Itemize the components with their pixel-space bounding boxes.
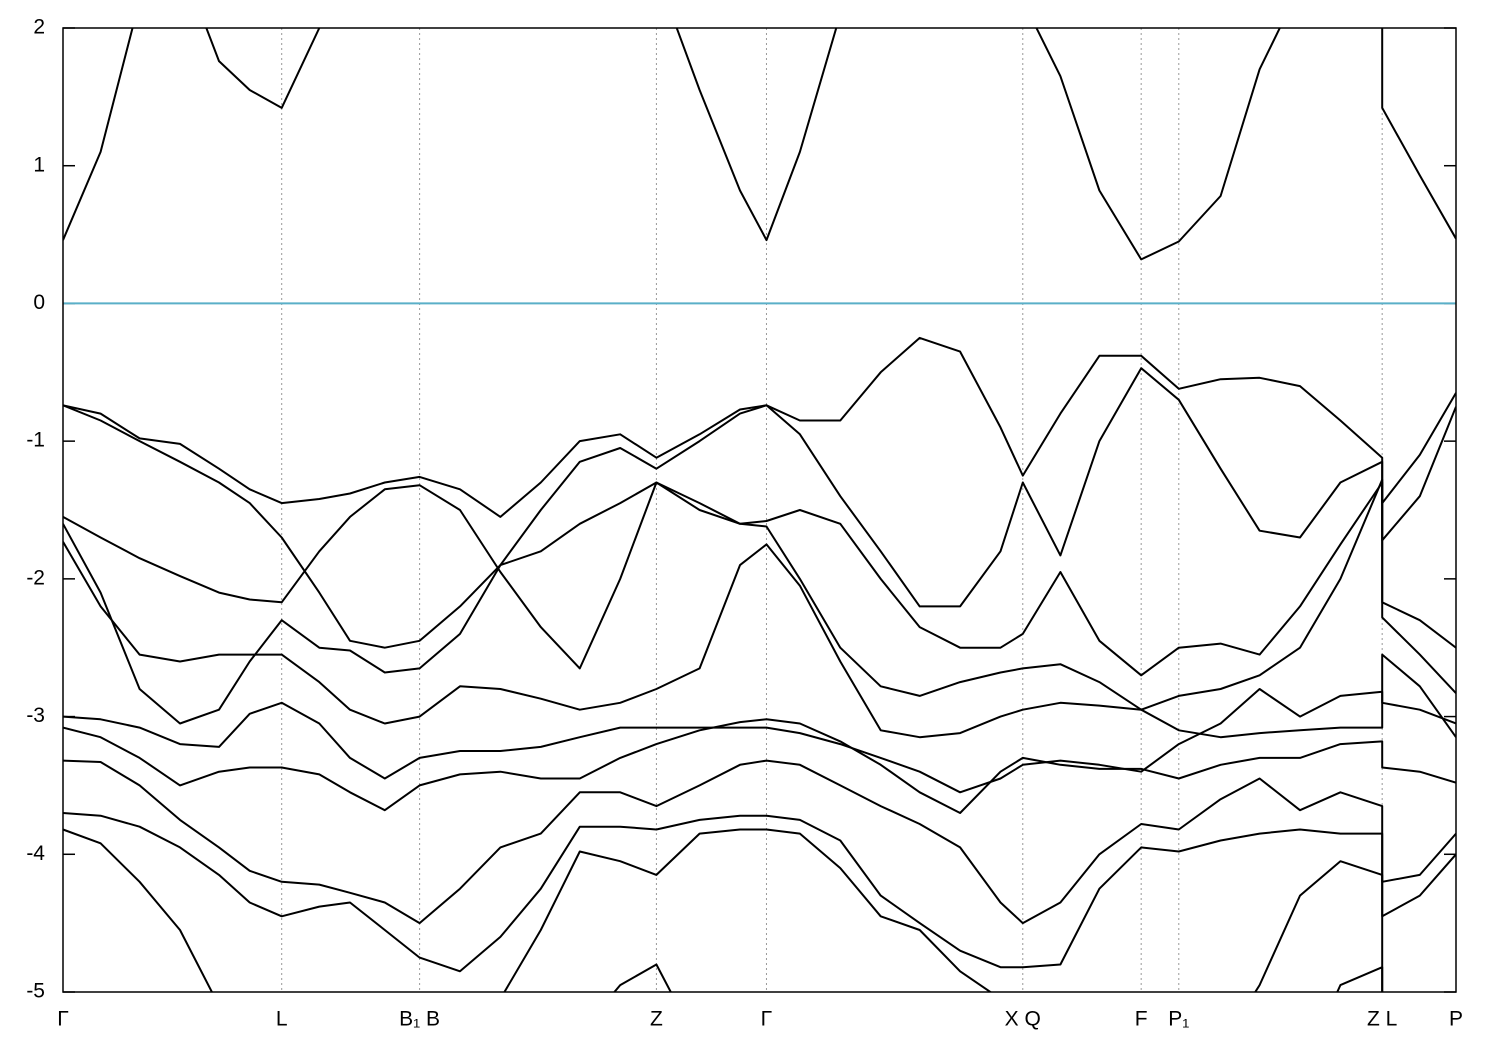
band-line (63, 688, 1456, 794)
x-tick-label: Z L (1367, 1008, 1397, 1031)
band-line (63, 759, 1456, 925)
y-tick-label: 2 (33, 16, 45, 39)
band-line (63, 478, 1456, 725)
plot-frame (62, 27, 1457, 993)
band-line (63, 812, 1456, 973)
band-line (63, 828, 1384, 992)
band-line (63, 541, 1456, 739)
y-tick-label: -4 (26, 842, 45, 865)
x-tick-label: B₁ B (399, 1008, 440, 1031)
x-tick-label: L (276, 1008, 288, 1031)
y-tick-label: -1 (26, 429, 45, 452)
band-line (63, 28, 1456, 261)
plot-area (63, 28, 1456, 992)
y-tick-label: -3 (26, 704, 45, 727)
x-tick-label: Γ (57, 1008, 69, 1031)
band-line (63, 367, 1456, 649)
x-tick-label: F (1135, 1008, 1148, 1031)
y-tick-label: -5 (26, 980, 45, 1003)
y-tick-label: -2 (26, 566, 45, 589)
y-tick-label: 1 (33, 153, 45, 176)
x-tick-label: Z (650, 1008, 663, 1031)
band-line (63, 718, 1456, 814)
x-tick-label: X Q (1005, 1008, 1041, 1031)
band-line (63, 481, 1456, 677)
y-tick-label: 0 (33, 291, 45, 314)
x-tick-label: P (1449, 1008, 1463, 1031)
x-tick-label: Γ (761, 1008, 773, 1031)
x-tick-label: P₁ (1168, 1008, 1189, 1031)
band-line (613, 963, 1384, 992)
band-line (63, 336, 1456, 518)
